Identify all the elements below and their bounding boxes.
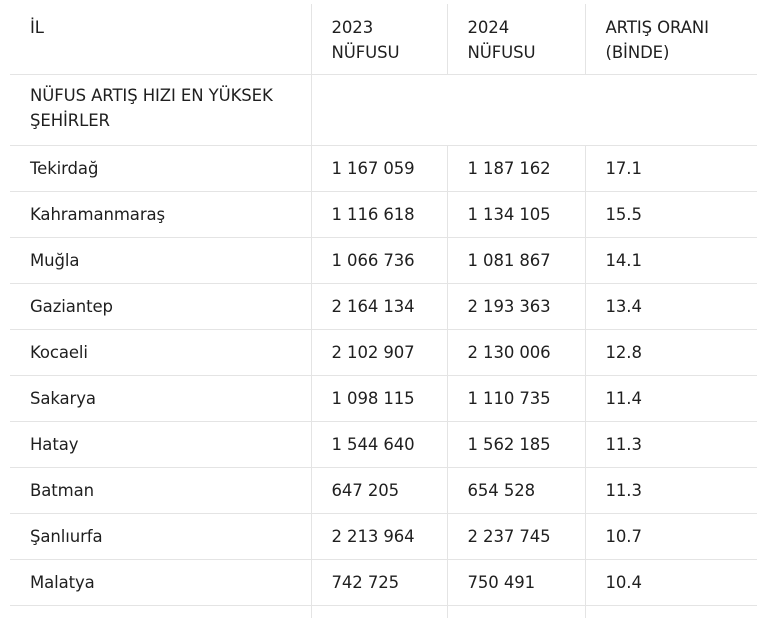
header-growth-rate: ARTIŞ ORANI (BİNDE) bbox=[584, 4, 757, 75]
table-row: Kocaeli 2 102 907 2 130 006 12.8 bbox=[10, 328, 757, 376]
header-2024-label: NÜFUSU bbox=[467, 43, 536, 62]
cell-pop-2023: 1 098 115 bbox=[310, 374, 448, 422]
cell-rate: 12.8 bbox=[584, 328, 757, 376]
cell-pop-2023: 1 116 618 bbox=[310, 190, 448, 238]
cell-pop-2024: 1 134 105 bbox=[446, 190, 586, 238]
cell-pop-2024: 2 130 006 bbox=[446, 328, 586, 376]
header-rate-unit: (BİNDE) bbox=[605, 43, 670, 62]
cell-il: Hatay bbox=[10, 420, 312, 468]
cell-pop-2024: 1 187 162 bbox=[446, 144, 586, 192]
section-title: NÜFUS ARTIŞ HIZI EN YÜKSEK ŞEHİRLER bbox=[10, 73, 312, 146]
table-row: Muğla 1 066 736 1 081 867 14.1 bbox=[10, 236, 757, 284]
cell-rate: 10.4 bbox=[584, 558, 757, 606]
table-row: Şanlıurfa 2 213 964 2 237 745 10.7 bbox=[10, 512, 757, 560]
cell-pop-2024: 1 110 735 bbox=[446, 374, 586, 422]
header-2023-year: 2023 bbox=[331, 18, 374, 37]
cell-pop-2023: 1 167 059 bbox=[310, 144, 448, 192]
cell-rate: 11.4 bbox=[584, 374, 757, 422]
header-2023-label: NÜFUSU bbox=[331, 43, 400, 62]
cell-il: Tekirdağ bbox=[10, 144, 312, 192]
table-row: Hatay 1 544 640 1 562 185 11.3 bbox=[10, 420, 757, 468]
header-2023-population: 2023 NÜFUSU bbox=[310, 4, 448, 75]
table-row: Gaziantep 2 164 134 2 193 363 13.4 bbox=[10, 282, 757, 330]
section-row: NÜFUS ARTIŞ HIZI EN YÜKSEK ŞEHİRLER bbox=[10, 73, 757, 146]
cell-pop-2023: 647 205 bbox=[310, 466, 448, 514]
cell-rate: 11.3 bbox=[584, 420, 757, 468]
cell-il: Batman bbox=[10, 466, 312, 514]
cell-pop-2024: 654 528 bbox=[446, 466, 586, 514]
cell-pop-2023: 742 725 bbox=[310, 558, 448, 606]
header-il: İL bbox=[10, 4, 312, 75]
empty-cell bbox=[584, 604, 757, 618]
table-row: Kahramanmaraş 1 116 618 1 134 105 15.5 bbox=[10, 190, 757, 238]
header-rate-label: ARTIŞ ORANI bbox=[605, 18, 710, 37]
cell-rate: 15.5 bbox=[584, 190, 757, 238]
cell-il: Malatya bbox=[10, 558, 312, 606]
table-row: Sakarya 1 098 115 1 110 735 11.4 bbox=[10, 374, 757, 422]
cell-il: Gaziantep bbox=[10, 282, 312, 330]
table-header-row: İL 2023 NÜFUSU 2024 NÜFUSU ARTIŞ ORANI (… bbox=[10, 4, 757, 75]
empty-cell bbox=[446, 604, 586, 618]
section-empty-cell bbox=[310, 73, 757, 146]
table-row-partial bbox=[10, 604, 757, 618]
population-table: İL 2023 NÜFUSU 2024 NÜFUSU ARTIŞ ORANI (… bbox=[10, 4, 757, 618]
cell-rate: 17.1 bbox=[584, 144, 757, 192]
cell-rate: 11.3 bbox=[584, 466, 757, 514]
table-row: Batman 647 205 654 528 11.3 bbox=[10, 466, 757, 514]
cell-pop-2024: 2 237 745 bbox=[446, 512, 586, 560]
cell-pop-2023: 1 544 640 bbox=[310, 420, 448, 468]
cell-pop-2023: 2 164 134 bbox=[310, 282, 448, 330]
cell-il: Kocaeli bbox=[10, 328, 312, 376]
empty-cell bbox=[310, 604, 448, 618]
table-row: Malatya 742 725 750 491 10.4 bbox=[10, 558, 757, 606]
cell-il: Sakarya bbox=[10, 374, 312, 422]
cell-rate: 10.7 bbox=[584, 512, 757, 560]
cell-pop-2023: 1 066 736 bbox=[310, 236, 448, 284]
header-2024-population: 2024 NÜFUSU bbox=[446, 4, 586, 75]
cell-pop-2024: 750 491 bbox=[446, 558, 586, 606]
empty-cell bbox=[10, 604, 312, 618]
cell-pop-2024: 1 081 867 bbox=[446, 236, 586, 284]
cell-pop-2023: 2 102 907 bbox=[310, 328, 448, 376]
cell-il: Şanlıurfa bbox=[10, 512, 312, 560]
cell-pop-2023: 2 213 964 bbox=[310, 512, 448, 560]
cell-pop-2024: 2 193 363 bbox=[446, 282, 586, 330]
cell-il: Kahramanmaraş bbox=[10, 190, 312, 238]
cell-rate: 14.1 bbox=[584, 236, 757, 284]
header-2024-year: 2024 bbox=[467, 18, 510, 37]
cell-rate: 13.4 bbox=[584, 282, 757, 330]
table-row: Tekirdağ 1 167 059 1 187 162 17.1 bbox=[10, 144, 757, 192]
cell-pop-2024: 1 562 185 bbox=[446, 420, 586, 468]
cell-il: Muğla bbox=[10, 236, 312, 284]
